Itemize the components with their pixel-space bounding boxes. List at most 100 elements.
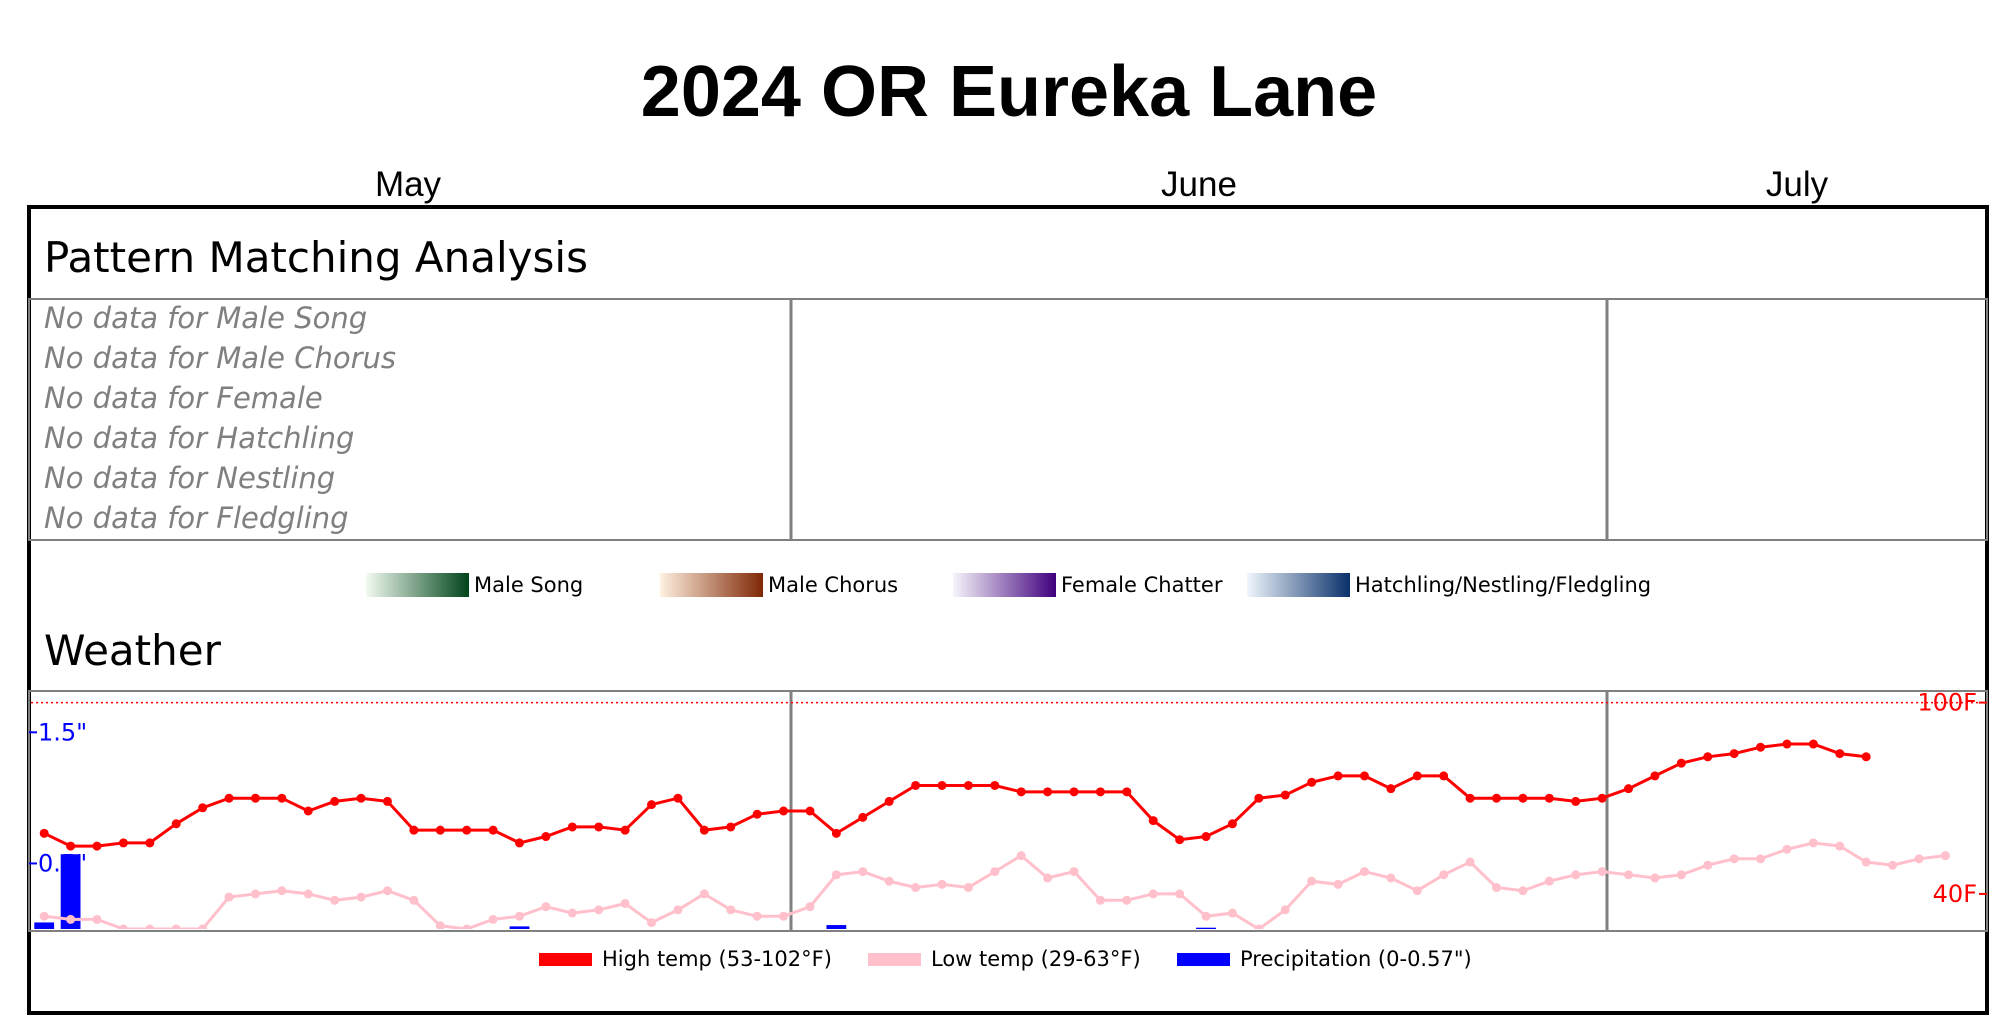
high-temp-point (330, 796, 340, 806)
high-temp-point (1492, 793, 1501, 803)
low-temp-point (198, 924, 208, 929)
low-temp-point (118, 924, 128, 929)
high-temp-point (620, 825, 630, 835)
low-temp-point (1043, 873, 1053, 883)
low-temp-point (594, 905, 604, 915)
high-temp-point (1201, 832, 1211, 842)
low-temp-point (1756, 854, 1766, 864)
legend-swatch-hatchling (1247, 573, 1350, 597)
low-temp-point (1439, 870, 1449, 880)
high-temp-point (409, 825, 419, 835)
high-temp-point (1069, 787, 1079, 797)
low-temp-point (1254, 924, 1264, 929)
low-temp-point (541, 902, 551, 912)
weather-plot-area (31, 701, 1985, 929)
high-temp-point (1175, 835, 1185, 845)
low-temp-point (1650, 873, 1660, 883)
low-temp-point (779, 911, 789, 921)
low-temp-point (620, 898, 630, 908)
high-temp-point (1676, 758, 1686, 768)
high-temp-point (911, 780, 921, 790)
low-temp-point (1386, 873, 1396, 883)
low-temp-point (1518, 886, 1528, 896)
precip-bar (1196, 927, 1216, 929)
high-temp-point (594, 822, 604, 832)
low-temp-point (1940, 851, 1950, 861)
low-temp-point (250, 889, 260, 899)
low-temp-point (1095, 895, 1105, 905)
high-temp-point (1650, 771, 1660, 781)
high-temp-point (752, 809, 762, 819)
no-data-nestling: No data for Nestling (44, 461, 335, 495)
high-temp-point (1544, 793, 1554, 803)
high-temp-point (1729, 749, 1739, 759)
legend-label-low-temp: Low temp (29-63°F) (931, 947, 1141, 971)
low-temp-point (1148, 889, 1158, 899)
low-temp-point (990, 867, 1000, 877)
legend-label-male-chorus: Male Chorus (768, 573, 898, 597)
pattern-heading: Pattern Matching Analysis (44, 233, 588, 282)
low-temp-point (673, 905, 683, 915)
low-temp-point (752, 911, 762, 921)
low-temp-point (1492, 883, 1501, 893)
high-temp-point (1465, 793, 1475, 803)
low-temp-point (884, 876, 894, 886)
precip-axis-label: 1.5" (38, 718, 87, 746)
high-temp-point (1280, 790, 1290, 800)
high-temp-point (699, 825, 709, 835)
high-temp-point (145, 838, 155, 848)
high-temp-line (43, 742, 1867, 848)
high-temp-point (435, 825, 445, 835)
low-temp-point (382, 886, 392, 896)
high-temp-point (1782, 739, 1792, 749)
no-data-female: No data for Female (44, 381, 323, 415)
low-temp-point (1624, 870, 1634, 880)
low-temp-point (1676, 870, 1686, 880)
low-temp-point (1201, 911, 1211, 921)
low-temp-point (515, 911, 524, 921)
low-temp-point (726, 905, 736, 915)
low-temp-point (462, 924, 472, 929)
no-data-male-song: No data for Male Song (44, 301, 367, 335)
high-temp-point (963, 780, 973, 790)
low-temp-point (1597, 867, 1607, 877)
high-temp-point (1624, 784, 1634, 794)
high-temp-point (1386, 784, 1396, 794)
high-temp-point (1518, 793, 1528, 803)
low-temp-point (356, 892, 366, 902)
low-temp-line (44, 841, 1946, 929)
weather-heading: Weather (44, 626, 222, 675)
high-temp-point (356, 793, 366, 803)
month-label-june: June (1161, 165, 1237, 204)
low-temp-point (1914, 854, 1924, 864)
low-temp-point (1544, 876, 1554, 886)
low-temp-point (409, 895, 419, 905)
high-temp-point (567, 822, 577, 832)
high-temp-point (884, 796, 894, 806)
precip-axis-label: 0.5" (38, 849, 87, 877)
high-temp-point (805, 806, 815, 816)
low-temp-point (1175, 889, 1185, 899)
low-temp-point (1412, 886, 1422, 896)
legend-label-high-temp: High temp (53-102°F) (602, 947, 832, 971)
high-temp-point (1122, 787, 1132, 797)
high-temp-point (462, 825, 472, 835)
temp-axis-label: 100F (1917, 689, 1977, 717)
high-temp-point (1148, 816, 1158, 826)
low-temp-point (1808, 838, 1818, 848)
low-temp-point (1069, 867, 1079, 877)
high-temp-point (224, 793, 234, 803)
legend-swatch-male-song (366, 573, 469, 597)
high-temp-point (1227, 819, 1237, 829)
pattern-panel (28, 298, 1988, 541)
low-temp-point (330, 895, 340, 905)
high-temp-point (171, 819, 181, 829)
low-temp-point (963, 883, 973, 893)
month-label-july: July (1766, 165, 1829, 204)
no-data-fledgling: No data for Fledgling (44, 501, 349, 535)
low-temp-point (1122, 895, 1132, 905)
high-temp-point (1043, 787, 1053, 797)
low-temp-point (224, 892, 234, 902)
low-temp-point (1465, 857, 1475, 867)
legend-swatch-female-chatter (953, 573, 1056, 597)
